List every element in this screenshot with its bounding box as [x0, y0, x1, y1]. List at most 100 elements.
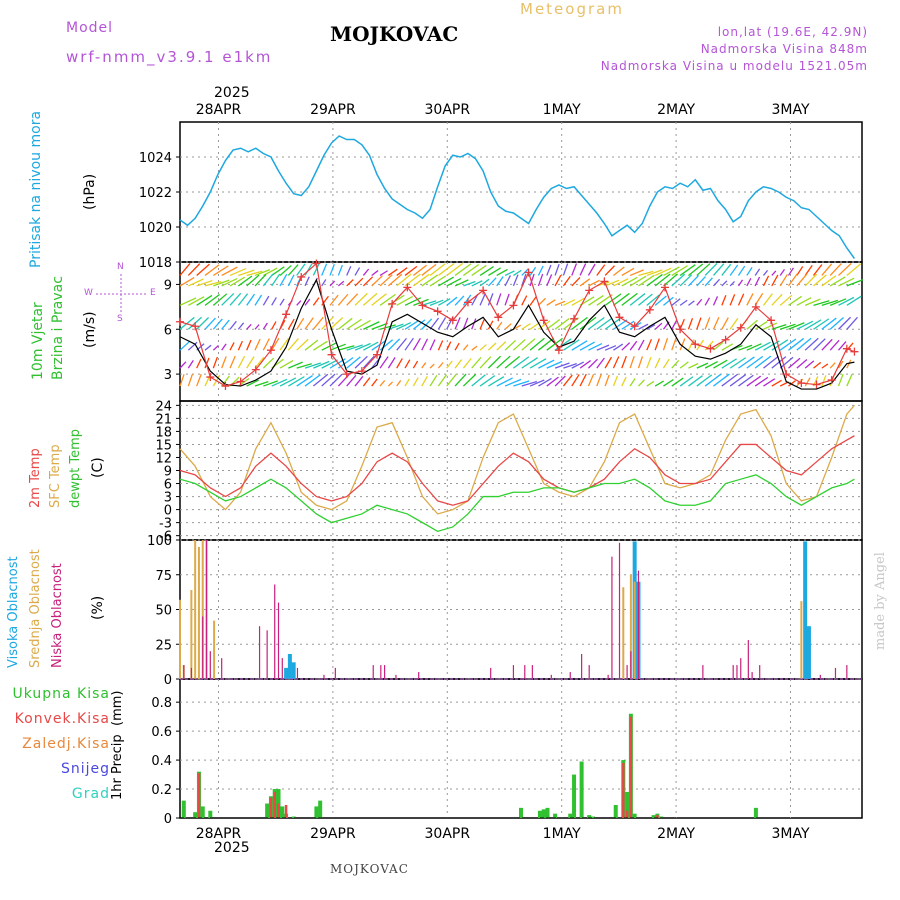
wind-barb-142 — [688, 275, 700, 287]
wind-barb-79 — [838, 263, 852, 276]
legend-graupel: Grad — [71, 786, 110, 802]
wind-barb-376 — [613, 343, 624, 351]
wind-barb-332 — [246, 339, 252, 351]
wind-barb-407 — [196, 358, 202, 369]
wind-barb-300 — [654, 322, 663, 330]
wind-barb-5 — [221, 266, 238, 277]
wind-barb-303 — [679, 318, 685, 330]
wind-barb-92 — [271, 273, 281, 287]
wind-barb-417 — [279, 360, 294, 369]
gust-marker-22 — [509, 301, 518, 310]
wind-barb-286 — [538, 320, 551, 330]
wind-barb-432 — [404, 359, 411, 369]
legend-snow: Snijeg — [60, 761, 110, 777]
wind-barb-150 — [754, 276, 761, 287]
wind-barb-65 — [721, 263, 732, 276]
wind-barb-372 — [579, 341, 595, 351]
wind-barb-500 — [296, 375, 313, 387]
wind-barb-279 — [479, 319, 485, 330]
precip-bar-total-1 — [193, 812, 198, 818]
wind-barb-219 — [654, 295, 667, 306]
wind-barb-433 — [412, 360, 419, 369]
wind-barb-87 — [229, 276, 246, 287]
precip-bar-conv-8 — [656, 815, 659, 818]
ytick-label-clouds-2: 50 — [155, 604, 172, 619]
wind-barb-205 — [537, 297, 547, 306]
wind-barb-195 — [454, 295, 465, 306]
wind-barb-450 — [554, 362, 570, 369]
cloud-bar-low-24 — [569, 672, 571, 679]
cloud-bar-low-25 — [581, 653, 583, 679]
wind-barb-128 — [571, 276, 581, 287]
wind-barb-83 — [196, 279, 213, 287]
wind-barb-289 — [563, 317, 579, 330]
wind-barb-497 — [271, 378, 288, 387]
wind-barb-524 — [496, 377, 513, 387]
wind-barb-221 — [671, 298, 681, 306]
wind-barb-317 — [796, 320, 814, 330]
gust-marker-29 — [615, 313, 624, 322]
wind-barb-46 — [562, 263, 569, 276]
wind-barb-426 — [354, 355, 368, 369]
wind-barb-49 — [587, 263, 596, 276]
cloud-bar-mid-8 — [622, 587, 625, 679]
wind-barb-259 — [312, 316, 324, 330]
wind-barb-52 — [613, 266, 625, 276]
cloud-bar-low-11 — [296, 667, 299, 679]
wind-barb-251 — [246, 323, 252, 330]
wind-barb-468 — [704, 361, 718, 369]
wind-barb-348 — [379, 339, 394, 351]
wind-barb-254 — [271, 321, 277, 330]
wind-barb-323 — [846, 316, 858, 330]
wind-barb-446 — [521, 357, 538, 369]
dir-w: W — [84, 288, 93, 298]
wind-barb-360 — [479, 344, 487, 351]
cloud-bar-low-32 — [637, 570, 640, 679]
wind-barb-548 — [696, 374, 713, 387]
wind-barb-280 — [487, 320, 494, 330]
wind-barb-287 — [546, 318, 561, 330]
wind-barb-518 — [446, 373, 457, 387]
wind-barb-438 — [454, 359, 463, 369]
wind-barb-431 — [396, 358, 403, 369]
gust-marker-5 — [251, 365, 260, 374]
wind-barb-62 — [696, 263, 711, 276]
wind-barb-266 — [371, 322, 388, 330]
wind-barb-322 — [838, 316, 852, 330]
wind-barb-25 — [388, 268, 398, 276]
wind-barb-71 — [771, 270, 777, 276]
wind-barb-82 — [188, 278, 204, 287]
dir-n: N — [117, 262, 124, 272]
gust-marker-33 — [676, 325, 685, 334]
gust-marker-14 — [388, 299, 397, 308]
wind-barb-504 — [329, 373, 343, 387]
wind-barb-441 — [479, 356, 492, 369]
wind-barb-34 — [463, 263, 480, 276]
wind-barb-476 — [771, 356, 787, 369]
wind-barb-118 — [487, 277, 497, 287]
wind-barb-298 — [638, 323, 649, 330]
wind-barb-313 — [763, 322, 778, 330]
wind-barb-94 — [287, 274, 295, 287]
wind-barb-268 — [388, 323, 404, 330]
wind-barb-262 — [337, 317, 353, 330]
wind-barb-211 — [588, 295, 604, 306]
wind-barb-184 — [362, 292, 378, 306]
wind-barb-413 — [246, 356, 255, 369]
wind-barb-236 — [796, 297, 812, 306]
wind-barb-430 — [387, 357, 396, 369]
wind-barb-344 — [346, 344, 363, 351]
sfc-temp-line — [179, 404, 855, 515]
wind-barb-162 — [179, 297, 197, 306]
wind-barb-26 — [396, 267, 408, 276]
wind-barb-378 — [629, 340, 638, 351]
cloud-bar-mid-2 — [190, 590, 193, 679]
wind-barb-253 — [262, 322, 268, 330]
wind-barb-357 — [454, 342, 460, 351]
gust-marker-34 — [691, 340, 700, 349]
wind-barb-27 — [404, 265, 418, 276]
wind-barb-149 — [746, 278, 752, 287]
wind-barb-43 — [537, 265, 544, 276]
wind-barb-401 — [821, 338, 833, 351]
